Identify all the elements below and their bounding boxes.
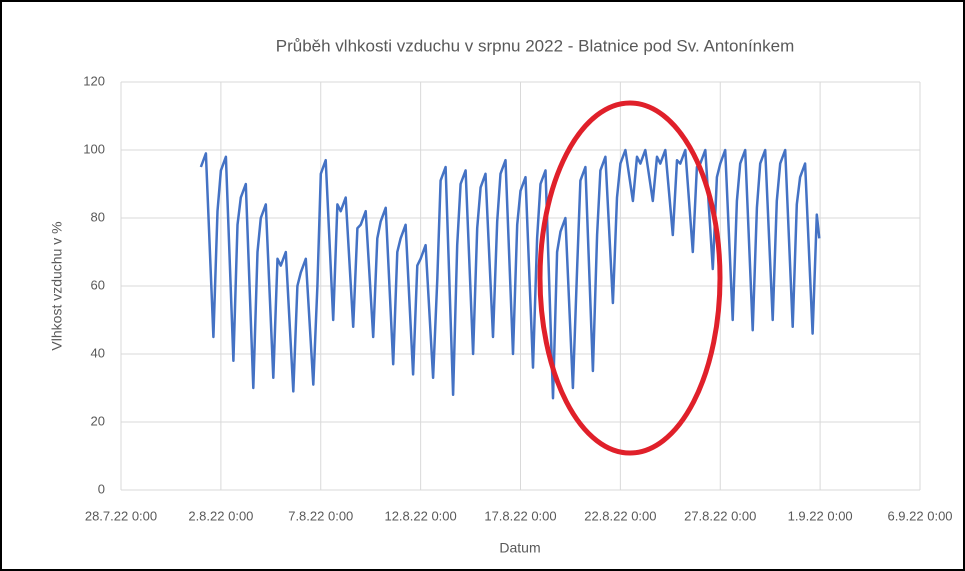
x-tick-label: 12.8.22 0:00 xyxy=(384,508,456,523)
y-axis-label: Vlhkost vzduchu v % xyxy=(49,221,65,350)
x-tick-label: 28.7.22 0:00 xyxy=(85,508,157,523)
chart-title: Průběh vlhkosti vzduchu v srpnu 2022 - B… xyxy=(276,36,794,55)
x-tick-label: 17.8.22 0:00 xyxy=(484,508,556,523)
x-tick-label: 27.8.22 0:00 xyxy=(684,508,756,523)
x-tick-label: 2.8.22 0:00 xyxy=(188,508,253,523)
x-tick-label: 1.9.22 0:00 xyxy=(788,508,853,523)
highlight-ellipse xyxy=(537,100,723,456)
y-tick-label: 100 xyxy=(83,141,105,156)
series-line xyxy=(199,148,821,400)
x-tick-label: 7.8.22 0:00 xyxy=(288,508,353,523)
y-tick-label: 80 xyxy=(91,209,105,224)
y-tick-label: 20 xyxy=(91,413,105,428)
x-tick-label: 22.8.22 0:00 xyxy=(584,508,656,523)
y-tick-label: 60 xyxy=(91,277,105,292)
x-axis-label: Datum xyxy=(499,540,540,556)
y-tick-label: 120 xyxy=(83,73,105,88)
y-tick-label: 0 xyxy=(98,481,105,496)
y-tick-label: 40 xyxy=(91,345,105,360)
marks xyxy=(199,148,821,400)
grid xyxy=(120,81,921,491)
x-tick-label: 6.9.22 0:00 xyxy=(887,508,952,523)
